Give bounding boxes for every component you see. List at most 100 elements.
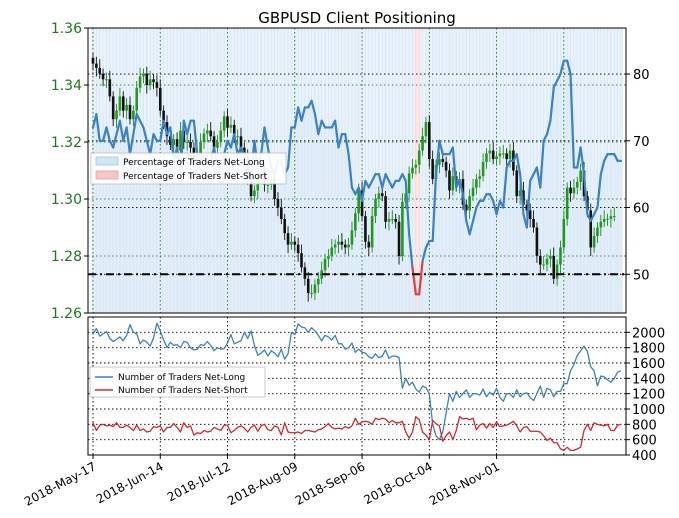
candle-body [602,218,606,222]
candle-body [142,73,145,77]
count-axes-frame [87,316,627,456]
candle-body [370,216,374,248]
candle-body [606,218,609,220]
net-long-line-segment [344,133,350,156]
candle-body [562,218,566,248]
net-long-line-segment [438,139,444,156]
candle-body [535,227,539,256]
right-axis-tick-label: 400 [632,449,657,464]
candle-body [411,167,414,174]
net-long-fill [93,60,621,313]
net-long-line-segment [105,126,111,142]
candle-body [394,218,397,222]
right-axis-tick-label: 50 [633,268,650,283]
candle-body [121,96,125,111]
candle-body [276,199,280,208]
candle-body [522,190,525,205]
net-long-line-segment [293,106,300,129]
candle-body [401,201,404,256]
candle-body [528,210,532,219]
candle-body [132,110,135,120]
candle-body [303,267,307,279]
candle-body [202,133,206,142]
count-legend: Number of Traders Net-Long Number of Trad… [89,366,266,398]
candle-body [350,230,354,245]
net-long-line-segment [519,173,525,216]
candle-body [471,187,475,197]
net-long-line-segment [391,179,397,189]
net-long-line-segment [371,173,377,182]
candle-body [337,241,340,245]
candle-body [414,164,418,168]
candle-body [475,179,478,188]
net-long-line-segment [384,173,391,182]
x-axis-tick-label: 2018-Aug-09 [225,459,300,508]
candle-body [364,216,367,242]
candle-body [397,221,401,256]
right-axis-tick-label: 1000 [632,403,665,418]
candle-body [525,204,529,211]
left-axis-tick-label: 1.26 [51,306,82,322]
candle-body [330,247,334,256]
candle-body [236,136,239,138]
candle-body [589,210,593,248]
candle-body [273,179,276,199]
right-axis-tick-label: 600 [632,434,657,449]
net-long-line-segment [337,133,343,149]
candle-body [135,87,139,111]
price-axes-frame [87,27,627,314]
net-long-line-segment [603,153,609,162]
net-long-line-segment [555,72,562,82]
candle-body [185,142,189,143]
candle-body [498,153,502,157]
legend-box [89,366,266,398]
candle-body [152,79,155,83]
candle-body [212,136,216,148]
candle-body [293,241,297,245]
candle-body [532,218,535,228]
net-long-line-segment [317,119,323,136]
candle-body [599,221,603,228]
candle-body [333,244,337,248]
net-long-line-segment [424,239,431,249]
candle-body [95,63,98,68]
net-long-line-segment [360,179,367,202]
candle-body [387,218,391,222]
net-long-line-segment [549,86,555,122]
net-long-line-segment [132,112,138,136]
net-long-line-segment [569,72,576,169]
net-long-line-segment [233,133,239,156]
right-axis-tick-label: 800 [632,418,657,433]
net-long-line-segment [589,213,596,222]
candle-body [572,187,576,194]
candle-body [569,187,572,194]
candle-body [478,176,482,180]
candle-body [169,136,172,145]
candle-body [501,153,505,155]
left-axis-tick-label: 1.30 [51,192,82,208]
candle-body [91,57,95,64]
candle-body [206,130,209,134]
candle-body [286,233,290,245]
net-long-line-segment [525,179,532,229]
net-long-line-segment [310,99,317,116]
candle-body [347,244,350,248]
candle-body [175,139,179,151]
candle-body [491,150,495,160]
x-axis-tick-label: 2018-Jul-12 [165,459,233,504]
candle-body [229,124,233,128]
candle-body [296,244,300,254]
net-long-line-segment [159,119,165,142]
candle-body [545,258,549,265]
x-axis-tick-label: 2018-Jun-14 [94,459,166,506]
net-long-line-segment [502,166,508,209]
candle-body [428,122,431,160]
candle-body [249,176,253,197]
candle-body [125,104,128,111]
candle-body [407,173,411,194]
candle-body [579,170,582,182]
candle-body [380,193,384,197]
candle-body [219,130,223,142]
candle-body [367,241,371,248]
